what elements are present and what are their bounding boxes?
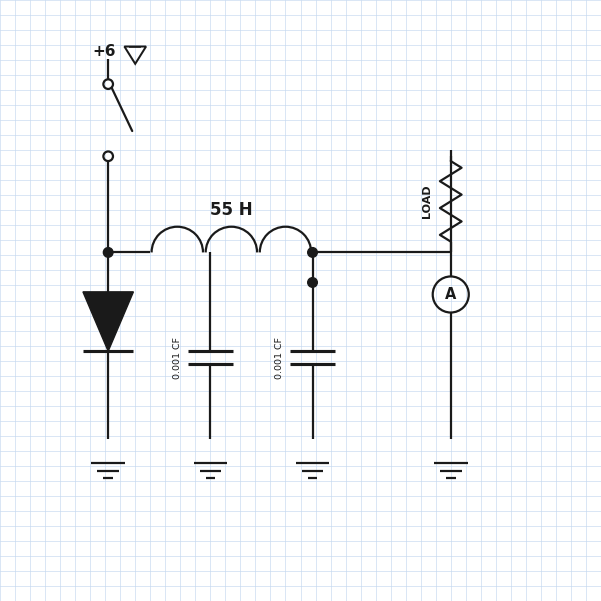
Text: 0.001 CF: 0.001 CF bbox=[275, 337, 284, 379]
Text: LOAD: LOAD bbox=[421, 185, 432, 218]
Circle shape bbox=[308, 278, 317, 287]
Text: A: A bbox=[445, 287, 456, 302]
Circle shape bbox=[308, 248, 317, 257]
Circle shape bbox=[103, 248, 113, 257]
Text: 55 H: 55 H bbox=[210, 201, 252, 219]
Polygon shape bbox=[83, 292, 133, 351]
Text: 0.001 CF: 0.001 CF bbox=[172, 337, 182, 379]
Text: +6: +6 bbox=[93, 44, 116, 58]
